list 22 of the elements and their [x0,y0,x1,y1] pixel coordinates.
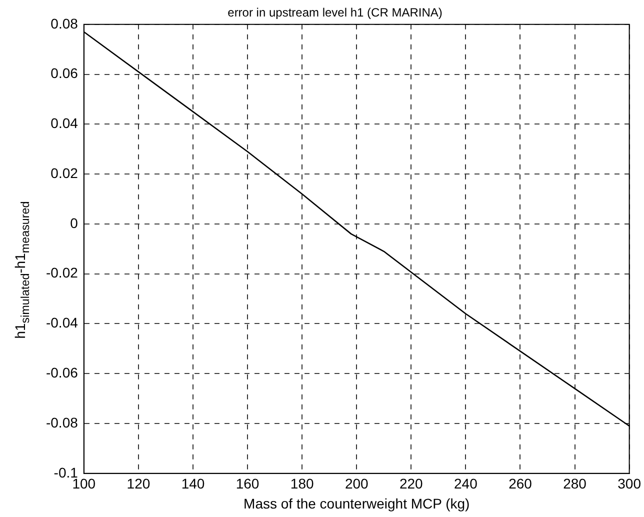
y-tick-label: -0.06 [46,364,78,380]
x-tick-label: 180 [290,476,314,492]
y-tick-label: -0.1 [54,464,78,480]
x-axis-title: Mass of the counterweight MCP (kg) [244,495,470,512]
y-tick-label: 0.08 [50,15,78,32]
x-tick-label: 160 [236,476,260,492]
x-tick-label: 240 [454,476,478,492]
y-tick-label: 0.02 [50,164,78,181]
x-tick-label: 280 [563,476,587,492]
y-tick-label: 0.04 [50,115,78,132]
x-tick-label: 300 [618,476,642,492]
y-tick-label: 0.06 [50,65,78,82]
chart-title: error in upstream level h1 (CR MARINA) [228,6,442,20]
y-tick-label: -0.08 [46,414,78,430]
y-tick-label: -0.02 [46,264,78,281]
y-tick-label: -0.04 [46,314,78,331]
x-tick-label: 200 [344,476,369,492]
x-tick-label: 260 [508,476,532,492]
y-tick-label: 0 [70,214,78,231]
x-tick-label: 220 [399,476,424,492]
x-tick-label: 140 [181,476,205,492]
x-tick-label: 120 [126,476,150,492]
